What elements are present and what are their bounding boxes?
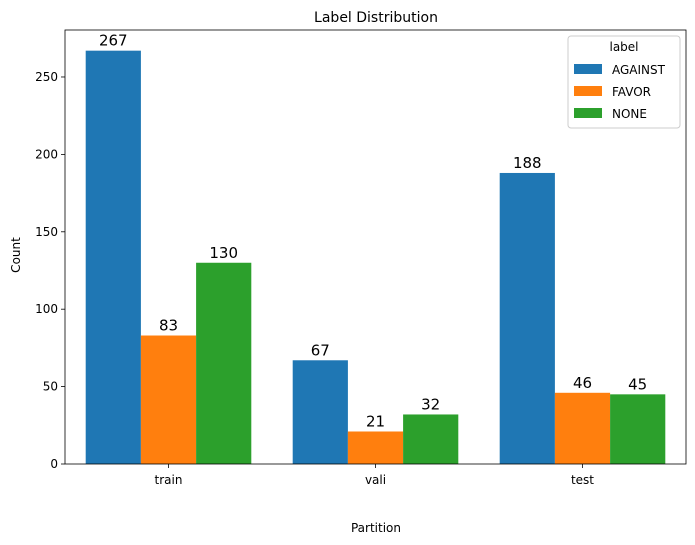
bar-none-vali: [403, 414, 459, 464]
y-tick-label: 0: [50, 457, 58, 471]
bar-favor-test: [554, 392, 611, 464]
bar-value-label: 46: [573, 374, 592, 392]
legend-swatch-none: [574, 108, 602, 118]
x-axis-label: Partition: [351, 521, 401, 535]
bar-none-train: [196, 262, 252, 464]
bar-none-test: [610, 394, 666, 464]
y-tick-label: 150: [35, 225, 58, 239]
y-tick-label: 200: [35, 147, 58, 161]
legend: label AGAINST FAVOR NONE: [567, 35, 681, 129]
x-tick-label-vali: vali: [365, 473, 386, 487]
x-axis: train vali test: [155, 464, 594, 487]
legend-box: [567, 35, 681, 129]
bar-value-label: 267: [99, 32, 128, 50]
legend-entry-against: AGAINST: [612, 63, 666, 77]
plot-frame: [64, 29, 687, 465]
bar-against-vali: [292, 360, 348, 464]
legend-title: label: [609, 40, 638, 54]
chart-title: Label Distribution: [314, 10, 438, 26]
bar-value-label: 188: [513, 154, 542, 172]
bars-group: [85, 50, 666, 465]
bar-value-label: 130: [209, 244, 238, 262]
legend-entry-favor: FAVOR: [612, 85, 651, 99]
legend-entry-none: NONE: [612, 107, 647, 121]
x-tick-label-train: train: [155, 473, 183, 487]
y-axis: 0 50 100 150 200 250: [35, 70, 65, 471]
legend-swatch-against: [574, 64, 602, 74]
bar-against-test: [499, 172, 555, 464]
bar-value-label: 21: [366, 412, 385, 430]
y-tick-label: 100: [35, 302, 58, 316]
bar-favor-train: [140, 335, 197, 464]
y-tick-label: 250: [35, 70, 58, 84]
bar-value-label: 45: [628, 375, 647, 393]
y-tick-label: 50: [43, 380, 58, 394]
bar-value-label: 67: [311, 341, 330, 359]
x-tick-label-test: test: [571, 473, 594, 487]
y-axis-label: Count: [9, 237, 23, 273]
bar-against-train: [85, 50, 141, 465]
bar-value-label: 83: [159, 317, 178, 335]
bar-labels-group: 267 67 188 83 21 46 130 32 45: [99, 32, 647, 431]
bar-value-label: 32: [421, 395, 440, 413]
bar-favor-vali: [347, 431, 404, 464]
legend-swatch-favor: [574, 86, 602, 96]
